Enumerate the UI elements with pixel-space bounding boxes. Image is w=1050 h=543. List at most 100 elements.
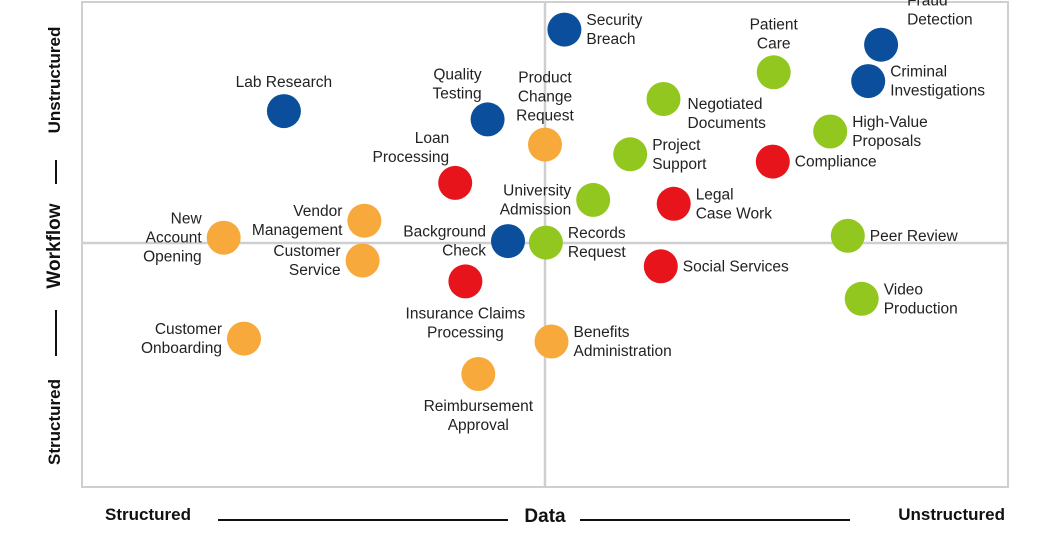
point-label-line: Proposals xyxy=(852,133,921,150)
point-label-line: Vendor xyxy=(293,203,342,220)
point-label-line: Negotiated xyxy=(688,96,763,113)
point-label-line: Admission xyxy=(500,201,572,218)
point-label-product-change-request: Product Change Request xyxy=(516,70,574,125)
point-label-line: Quality xyxy=(433,66,481,83)
point-label-line: Lab Research xyxy=(236,74,333,91)
point-label-high-value-proposals: High-Value Proposals xyxy=(852,114,928,150)
x-axis-low-label: Structured xyxy=(105,505,191,524)
point-marker-benefits-administration xyxy=(534,324,569,359)
point-reimbursement-approval: Reimbursement Approval xyxy=(424,357,534,434)
point-label-line: Case Work xyxy=(696,205,773,222)
point-marker-insurance-claims-processing xyxy=(448,264,483,299)
x-axis-high-label: Unstructured xyxy=(898,505,1005,524)
point-label-video-production: Video Production xyxy=(884,281,958,317)
point-label-line: Loan xyxy=(415,130,449,147)
point-university-admission: University Admission xyxy=(500,182,611,218)
point-label-line: Processing xyxy=(427,324,504,341)
point-marker-customer-service xyxy=(345,243,380,278)
point-label-security-breach: Security Breach xyxy=(586,12,642,48)
point-label-new-account-opening: New Account Opening xyxy=(143,211,202,266)
x-axis-title: Data xyxy=(524,506,566,527)
point-label-line: Change xyxy=(518,89,572,106)
point-label-lab-research: Lab Research xyxy=(236,74,333,91)
point-label-patient-care: Patient Care xyxy=(750,16,799,52)
point-label-line: Compliance xyxy=(795,154,877,171)
point-customer-service: Customer Service xyxy=(273,243,380,279)
point-label-line: Records xyxy=(568,225,626,242)
point-label-line: Request xyxy=(568,244,626,261)
point-criminal-investigations: Criminal Investigations xyxy=(851,64,985,100)
point-marker-university-admission xyxy=(576,182,611,217)
point-marker-compliance xyxy=(755,144,790,179)
y-axis-title: Workflow xyxy=(44,203,65,288)
point-label-line: Project xyxy=(652,137,701,154)
point-marker-loan-processing xyxy=(438,165,473,200)
point-label-compliance: Compliance xyxy=(795,154,877,171)
point-product-change-request: Product Change Request xyxy=(516,70,575,162)
point-marker-video-production xyxy=(844,281,879,316)
point-label-loan-processing: Loan Processing xyxy=(373,130,450,166)
point-label-records-request: Records Request xyxy=(568,225,626,261)
point-marker-customer-onboarding xyxy=(227,321,261,356)
point-fraud-detection: Fraud Detection xyxy=(864,0,973,62)
point-label-line: Approval xyxy=(448,417,509,434)
point-marker-legal-case-work xyxy=(656,186,691,221)
point-customer-onboarding: Customer Onboarding xyxy=(141,321,261,357)
point-label-line: Background xyxy=(403,224,486,241)
point-marker-security-breach xyxy=(547,12,582,47)
data-points: Security Breach Fraud Detection Criminal Inve… xyxy=(141,0,985,434)
point-new-account-opening: New Account Opening xyxy=(143,211,241,266)
point-label-line: Customer xyxy=(155,321,222,338)
point-label-fraud-detection: Fraud Detection xyxy=(907,0,972,29)
point-social-services: Social Services xyxy=(643,249,789,284)
point-label-line: Fraud xyxy=(907,0,948,10)
point-label-line: Reimbursement xyxy=(424,398,534,415)
x-axis: Structured Data Unstructured xyxy=(105,505,1005,527)
point-marker-peer-review xyxy=(830,218,865,253)
point-label-customer-onboarding: Customer Onboarding xyxy=(141,321,222,357)
point-marker-vendor-management xyxy=(347,203,382,238)
point-label-project-support: Project Support xyxy=(652,137,707,173)
point-marker-project-support xyxy=(613,137,648,172)
point-label-criminal-investigations: Criminal Investigations xyxy=(890,64,985,100)
point-label-line: Security xyxy=(586,12,642,29)
point-legal-case-work: Legal Case Work xyxy=(656,186,773,222)
point-label-line: Service xyxy=(289,262,341,279)
point-label-line: University xyxy=(503,182,571,199)
point-label-line: Peer Review xyxy=(870,228,959,245)
point-label-university-admission: University Admission xyxy=(500,182,572,218)
point-label-insurance-claims-processing: Insurance Claims Processing xyxy=(406,305,526,341)
point-label-line: Production xyxy=(884,300,958,317)
point-label-line: Investigations xyxy=(890,83,985,100)
point-compliance: Compliance xyxy=(755,144,877,179)
point-label-legal-case-work: Legal Case Work xyxy=(696,186,773,222)
point-label-line: Administration xyxy=(574,343,672,360)
point-label-negotiated-documents: Negotiated Documents xyxy=(688,96,767,132)
point-label-line: Processing xyxy=(373,149,450,166)
point-security-breach: Security Breach xyxy=(547,12,643,48)
y-axis: Structured Workflow Unstructured xyxy=(44,27,65,465)
point-high-value-proposals: High-Value Proposals xyxy=(813,114,928,150)
point-marker-records-request xyxy=(528,225,563,260)
point-label-line: Criminal xyxy=(890,64,947,81)
point-label-line: Legal xyxy=(696,186,734,203)
point-label-line: Care xyxy=(757,35,791,52)
point-label-line: Support xyxy=(652,156,707,173)
point-label-line: Breach xyxy=(586,31,635,48)
point-label-line: Video xyxy=(884,281,923,298)
point-label-social-services: Social Services xyxy=(683,258,789,275)
point-background-check: Background Check xyxy=(403,224,525,260)
point-marker-reimbursement-approval xyxy=(461,357,496,391)
point-negotiated-documents: Negotiated Documents xyxy=(646,82,767,132)
point-label-line: Testing xyxy=(432,85,481,102)
point-label-line: Request xyxy=(516,108,574,125)
point-label-peer-review: Peer Review xyxy=(870,228,959,245)
y-axis-low-label: Structured xyxy=(45,379,64,465)
point-loan-processing: Loan Processing xyxy=(373,130,473,200)
point-lab-research: Lab Research xyxy=(236,74,333,129)
point-marker-quality-testing xyxy=(470,102,505,137)
point-label-line: Opening xyxy=(143,249,202,266)
point-project-support: Project Support xyxy=(613,137,707,173)
point-label-background-check: Background Check xyxy=(403,224,486,260)
